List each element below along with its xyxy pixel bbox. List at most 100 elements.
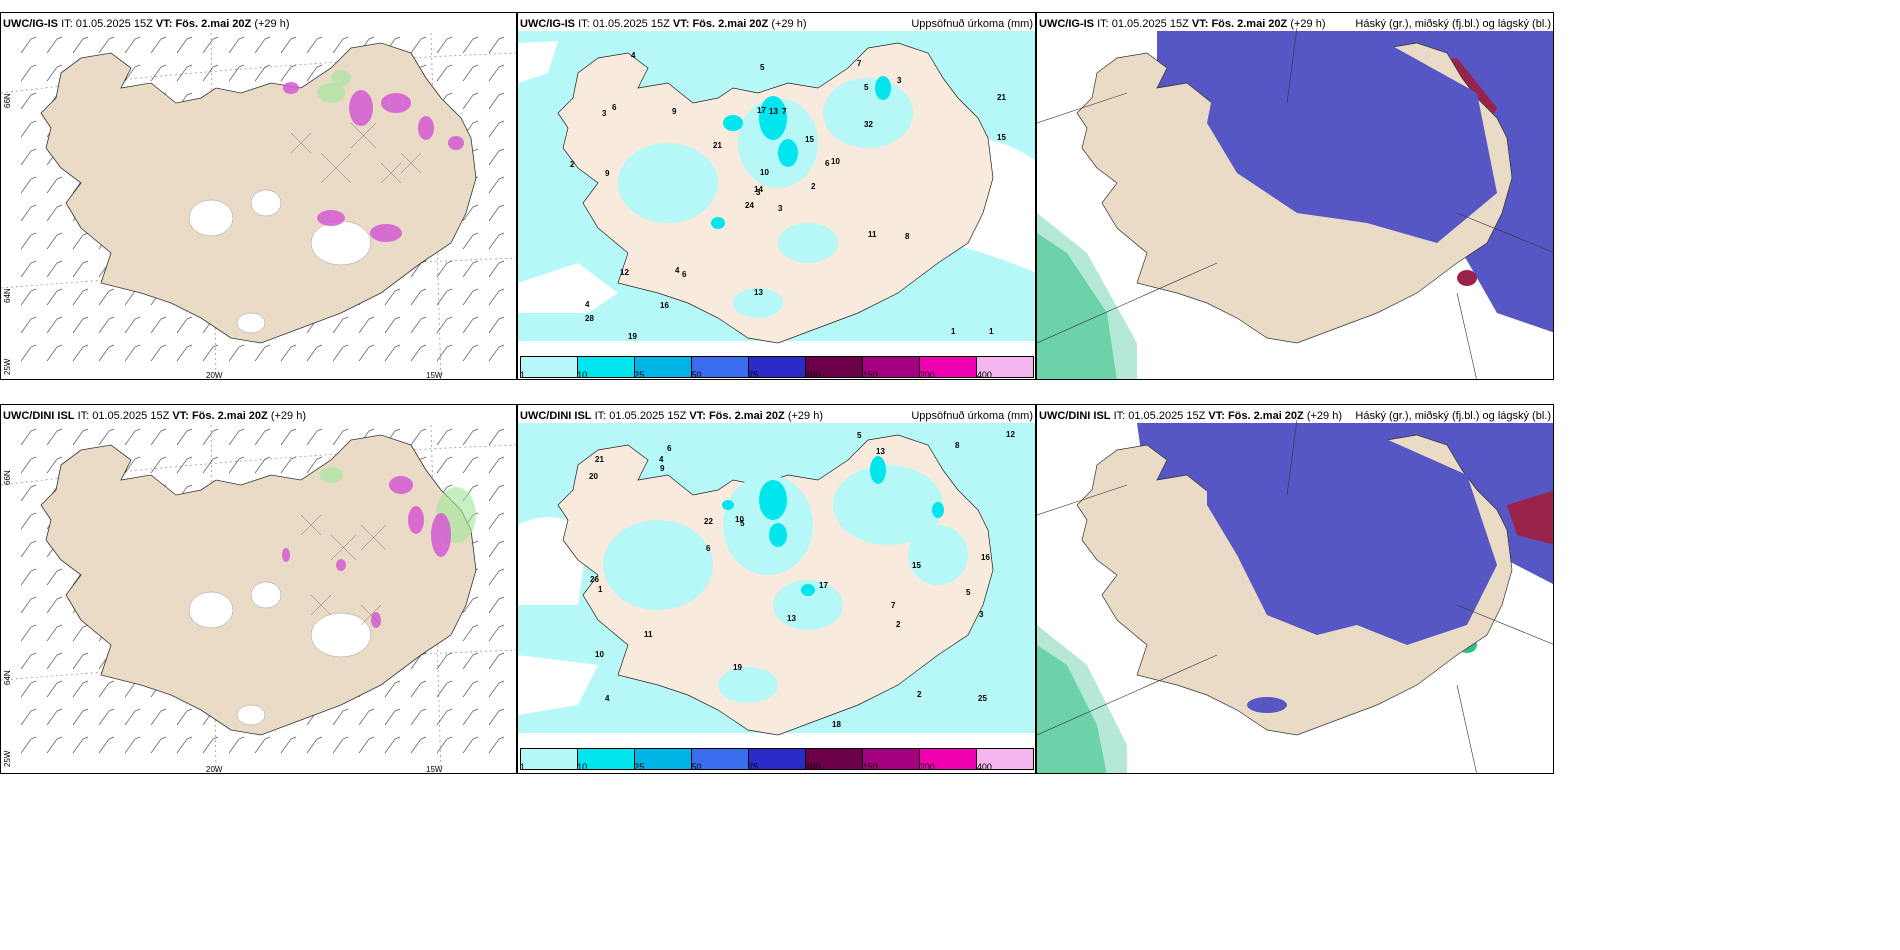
legend-swatch bbox=[920, 357, 977, 377]
wind-barb bbox=[228, 64, 245, 82]
wind-barb bbox=[20, 428, 37, 446]
wind-barb bbox=[72, 260, 89, 278]
wind-barb bbox=[72, 652, 89, 670]
wind-barb bbox=[20, 232, 37, 250]
precip-value: 21 bbox=[997, 93, 1006, 102]
wind-barb bbox=[462, 288, 479, 306]
precip-map-panel-top: UWC/IG-IS IT: 01.05.2025 15Z VT: Fös. 2.… bbox=[517, 12, 1036, 380]
cloud-title: Háský (gr.), miðský (fj.bl.) og lágský (… bbox=[1355, 410, 1551, 422]
legend-swatch bbox=[521, 749, 578, 769]
legend-swatch bbox=[635, 749, 692, 769]
precip-value: 1 bbox=[598, 585, 603, 594]
wind-barb bbox=[124, 708, 141, 726]
wind-barb bbox=[176, 344, 193, 362]
wind-barb bbox=[358, 736, 375, 754]
wind-barb bbox=[462, 652, 479, 670]
legend-label: 200 bbox=[919, 370, 935, 380]
lat-64-label: 64N bbox=[3, 288, 12, 303]
precip-value: 4 bbox=[675, 266, 680, 275]
precip-value: 3 bbox=[602, 109, 607, 118]
wind-barb bbox=[306, 456, 323, 474]
legend-label: 50 bbox=[691, 762, 702, 772]
precip-value: 2 bbox=[811, 182, 816, 191]
wind-barb bbox=[150, 456, 167, 474]
wind-barb bbox=[98, 736, 115, 754]
wind-barb bbox=[124, 64, 141, 82]
wind-barb bbox=[488, 260, 505, 278]
wind-barb bbox=[488, 708, 505, 726]
wind-barb bbox=[72, 344, 89, 362]
wind-barb bbox=[488, 288, 505, 306]
wind-barb bbox=[228, 344, 245, 362]
lon-25-label: 25W bbox=[3, 358, 12, 375]
wind-barb bbox=[20, 484, 37, 502]
precip-value: 28 bbox=[585, 314, 594, 323]
precip-value: 8 bbox=[955, 441, 960, 450]
wind-barb bbox=[488, 36, 505, 54]
wind-barb bbox=[436, 708, 453, 726]
legend-label: 25 bbox=[634, 762, 645, 772]
legend-label: 10 bbox=[577, 762, 588, 772]
wind-barb bbox=[98, 288, 115, 306]
wind-barb bbox=[150, 736, 167, 754]
wind-barb bbox=[124, 316, 141, 334]
precip-value: 12 bbox=[1006, 430, 1015, 439]
wind-barb bbox=[20, 680, 37, 698]
wind-barb bbox=[462, 736, 479, 754]
wind-barb bbox=[46, 708, 63, 726]
wind-barb bbox=[488, 344, 505, 362]
precip-value: 6 bbox=[667, 444, 672, 453]
wind-barb bbox=[98, 36, 115, 54]
wind-barb bbox=[332, 36, 349, 54]
precip-value: 21 bbox=[713, 141, 722, 150]
legend-swatch bbox=[863, 749, 920, 769]
lat-64-label: 64N bbox=[3, 670, 12, 685]
wind-barb bbox=[150, 36, 167, 54]
wind-barb bbox=[254, 428, 271, 446]
precip-legend-labels: 1 10 25 50 75 100 150 200 400 bbox=[520, 762, 1034, 773]
wind-barb bbox=[436, 680, 453, 698]
wind-barb bbox=[202, 36, 219, 54]
wind-barb bbox=[306, 736, 323, 754]
panel-header: UWC/DINI ISL IT: 01.05.2025 15Z VT: Fös.… bbox=[1039, 410, 1342, 422]
precip-value: 6 bbox=[706, 544, 711, 553]
wind-barb bbox=[462, 316, 479, 334]
wind-barb bbox=[20, 624, 37, 642]
precip-value: 14 bbox=[754, 185, 763, 194]
wind-barb bbox=[176, 708, 193, 726]
wind-barb bbox=[150, 428, 167, 446]
wind-barb bbox=[462, 456, 479, 474]
legend-label: 10 bbox=[577, 370, 588, 380]
wind-barb bbox=[488, 232, 505, 250]
precip-legend bbox=[520, 356, 1034, 378]
precip-value: 19 bbox=[733, 663, 742, 672]
precip-value: 32 bbox=[864, 120, 873, 129]
wind-barb bbox=[410, 428, 427, 446]
wind-barb bbox=[72, 428, 89, 446]
wind-barb bbox=[124, 428, 141, 446]
wind-barb bbox=[46, 596, 63, 614]
wind-barb bbox=[410, 316, 427, 334]
panel-header: UWC/DINI ISL IT: 01.05.2025 15Z VT: Fös.… bbox=[520, 410, 823, 422]
wind-barb bbox=[462, 92, 479, 110]
wind-barb bbox=[20, 92, 37, 110]
wind-barb bbox=[124, 36, 141, 54]
wind-barb bbox=[72, 316, 89, 334]
wind-map-panel-bottom: UWC/DINI ISL IT: 01.05.2025 15Z VT: Fös.… bbox=[0, 404, 517, 774]
wind-barb bbox=[46, 176, 63, 194]
wind-barb bbox=[488, 596, 505, 614]
wind-barb bbox=[332, 736, 349, 754]
wind-barb bbox=[462, 708, 479, 726]
wind-barb bbox=[436, 428, 453, 446]
precip-value: 4 bbox=[585, 300, 590, 309]
wind-barb bbox=[436, 64, 453, 82]
legend-swatch bbox=[806, 357, 863, 377]
wind-barb bbox=[20, 260, 37, 278]
precip-value: 5 bbox=[760, 63, 765, 72]
cloud-map-panel-top: UWC/IG-IS IT: 01.05.2025 15Z VT: Fös. 2.… bbox=[1036, 12, 1554, 380]
wind-barb bbox=[254, 456, 271, 474]
wind-barb bbox=[72, 736, 89, 754]
legend-swatch bbox=[806, 749, 863, 769]
precip-value: 22 bbox=[704, 517, 713, 526]
lon-20-label: 20W bbox=[206, 765, 223, 774]
